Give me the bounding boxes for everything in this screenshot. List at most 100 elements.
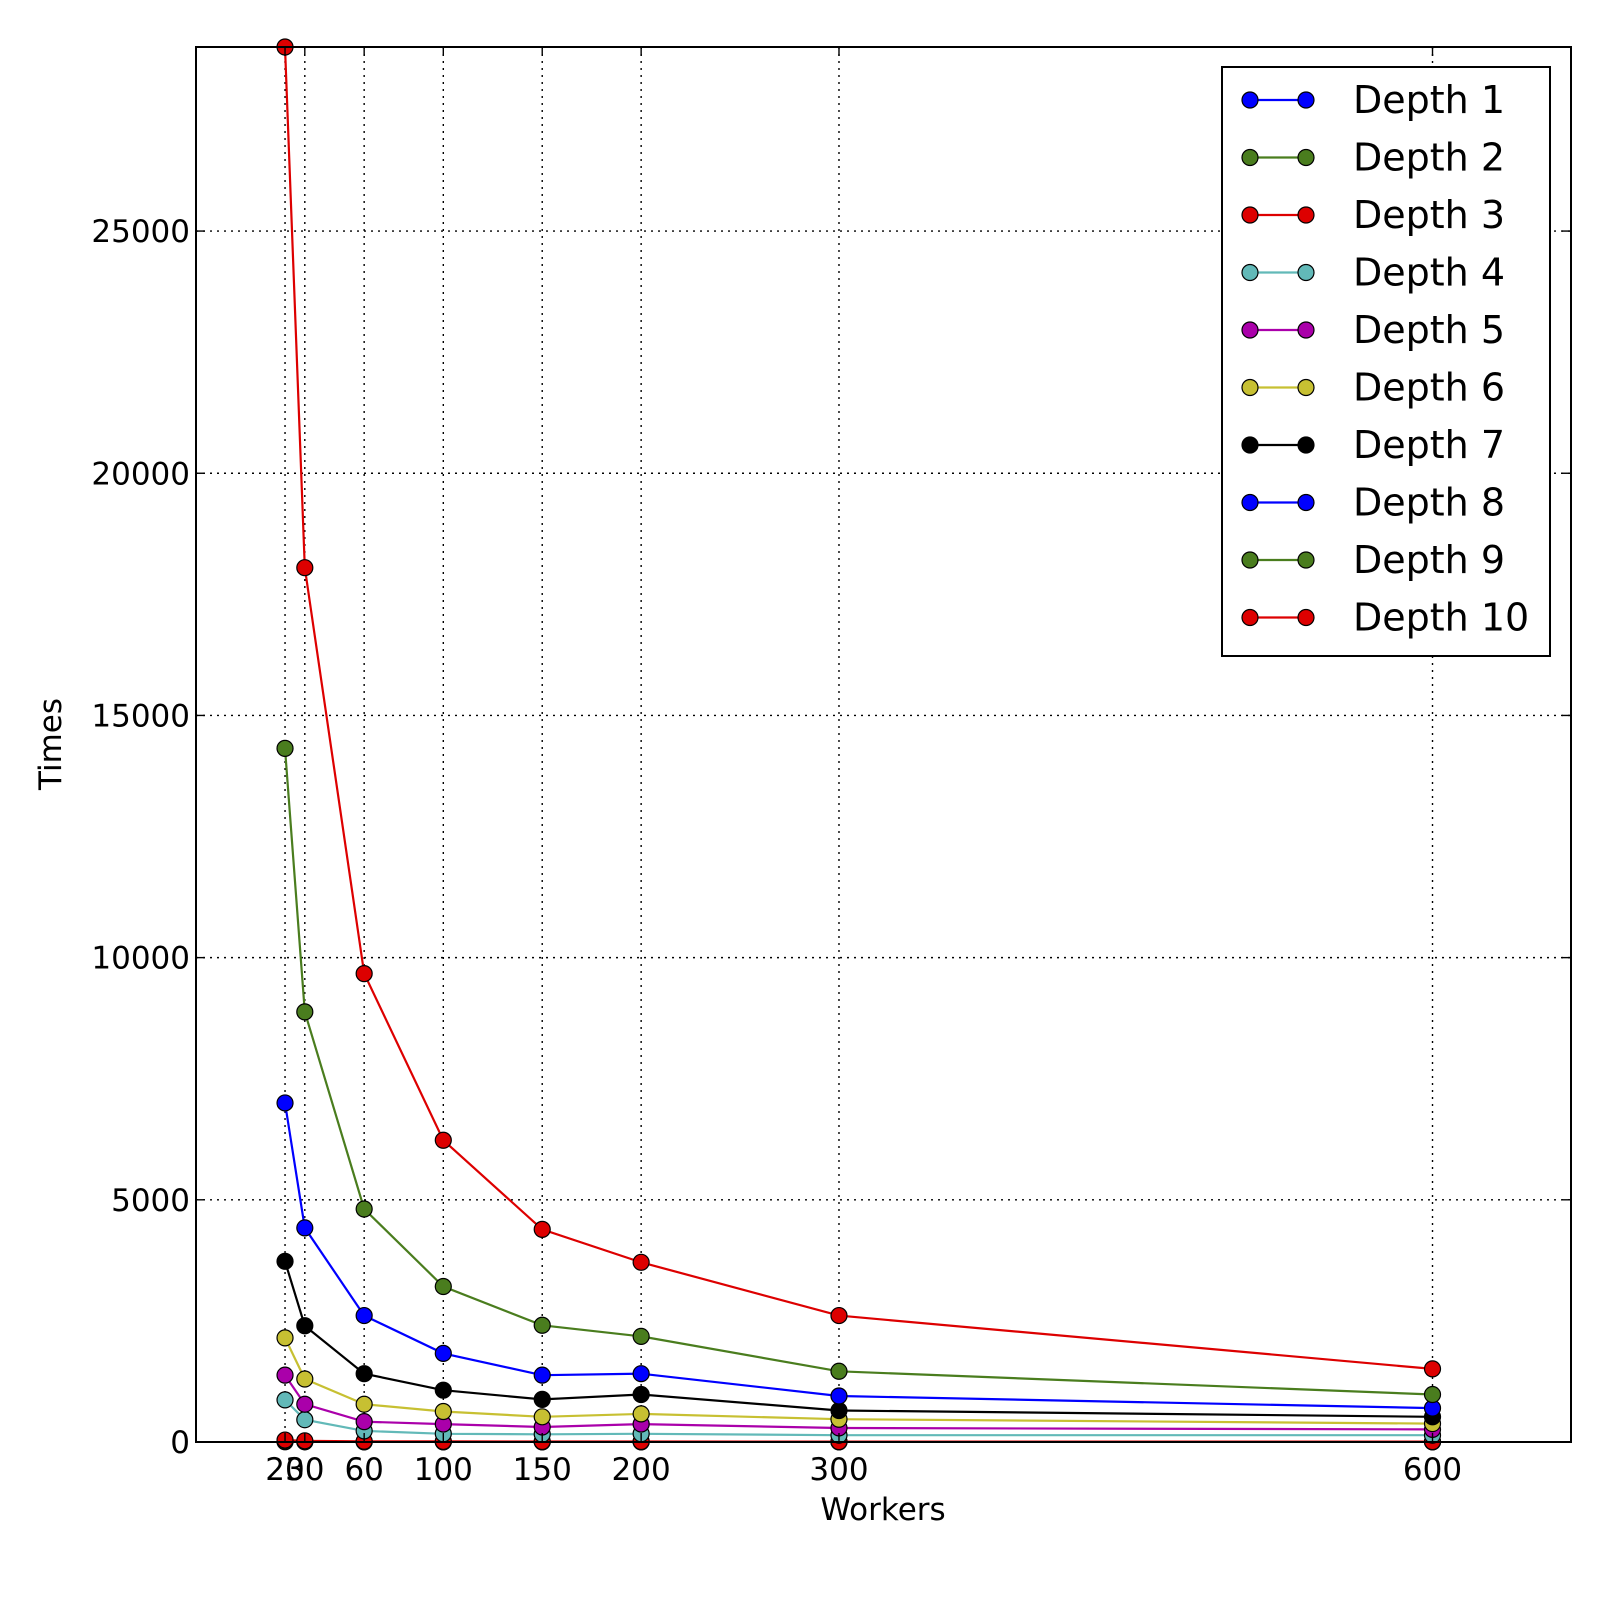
data-point (632, 1405, 650, 1423)
data-point (276, 1391, 294, 1409)
data-point (533, 1316, 551, 1334)
data-point (296, 1395, 314, 1413)
data-point (355, 1365, 373, 1383)
legend-marker (1241, 263, 1259, 282)
data-point (434, 1131, 452, 1149)
data-point (296, 1003, 314, 1021)
data-point (1423, 1360, 1442, 1378)
legend-marker (1297, 608, 1315, 627)
series-4 (276, 1391, 1442, 1444)
legend-item: Depth 7 (1241, 423, 1505, 467)
legend-item: Depth 2 (1241, 136, 1505, 180)
legend-label: Depth 4 (1353, 251, 1505, 295)
x-tick-label: 600 (1403, 1452, 1462, 1488)
data-point (830, 1362, 848, 1380)
legend-item: Depth 3 (1241, 193, 1505, 237)
legend-item: Depth 10 (1241, 596, 1529, 640)
data-point (355, 1413, 373, 1431)
legend-marker (1297, 436, 1315, 454)
data-point (276, 1252, 294, 1270)
legend-marker (1297, 263, 1315, 282)
data-point (296, 1317, 314, 1335)
series-line (284, 1374, 1433, 1431)
y-tick-label: 25000 (91, 214, 190, 250)
legend-marker (1297, 91, 1315, 109)
x-tick-label: 300 (809, 1452, 868, 1488)
x-tick-label: 20 (265, 1452, 304, 1488)
x-tick-label: 100 (414, 1452, 473, 1488)
data-point (355, 1200, 373, 1218)
series-6 (276, 1329, 1442, 1433)
legend-marker (1241, 206, 1259, 224)
data-point (355, 1306, 373, 1325)
legend-item: Depth 1 (1241, 78, 1505, 122)
legend-marker (1241, 551, 1259, 569)
legend-marker (1241, 148, 1259, 167)
x-tick-label: 60 (344, 1452, 383, 1488)
data-point (434, 1344, 452, 1362)
legend-label: Depth 1 (1353, 78, 1505, 122)
data-point (533, 1220, 551, 1238)
data-point (276, 1329, 294, 1347)
legend-marker (1241, 436, 1259, 454)
data-point (434, 1402, 452, 1421)
legend-marker (1241, 493, 1259, 512)
legend-item: Depth 8 (1241, 481, 1505, 525)
data-point (632, 1327, 650, 1346)
data-point (533, 1390, 551, 1408)
legend-marker (1241, 321, 1259, 339)
data-point (296, 1219, 314, 1237)
data-point (355, 965, 373, 983)
y-tick-label: 15000 (91, 698, 190, 734)
data-point (355, 1395, 373, 1413)
x-tick-label: 30 (285, 1452, 324, 1488)
series-line (283, 1260, 1433, 1418)
legend-marker (1241, 608, 1259, 627)
legend-label: Depth 3 (1353, 193, 1505, 237)
legend-marker (1297, 148, 1315, 167)
series-line (283, 1102, 1433, 1410)
series-line (284, 1399, 1433, 1437)
legend-item: Depth 6 (1241, 366, 1505, 410)
legend-label: Depth 8 (1353, 481, 1505, 525)
data-point (533, 1366, 551, 1384)
y-tick-label: 5000 (111, 1183, 190, 1219)
legend-item: Depth 9 (1241, 538, 1505, 582)
y-tick-label: 10000 (91, 941, 190, 977)
y-tick-label: 20000 (91, 456, 190, 492)
legend-label: Depth 9 (1353, 538, 1505, 582)
data-point (632, 1253, 650, 1271)
data-point (296, 559, 314, 577)
legend-marker (1297, 551, 1315, 569)
legend-marker (1297, 321, 1315, 339)
series-lines (276, 38, 1442, 1451)
grid-lines (196, 47, 1571, 1442)
legend-label: Depth 6 (1353, 366, 1505, 410)
data-point (434, 1277, 452, 1296)
data-point (632, 1385, 650, 1404)
legend-marker (1241, 91, 1259, 109)
legend-label: Depth 7 (1353, 423, 1505, 467)
legend-label: Depth 5 (1353, 308, 1505, 352)
series-line (284, 1337, 1433, 1425)
data-point (296, 1411, 314, 1429)
x-tick-label: 200 (612, 1452, 671, 1488)
plot-frame (195, 46, 1572, 1443)
legend-box (1221, 66, 1551, 657)
legend-marker (1297, 493, 1315, 512)
data-point (830, 1306, 848, 1325)
x-axis-label: Workers (820, 1492, 945, 1528)
data-point (830, 1401, 848, 1420)
legend-marker (1297, 206, 1315, 224)
series-line (283, 748, 1433, 1396)
series-8 (276, 1094, 1442, 1417)
series-7 (276, 1252, 1442, 1426)
data-point (533, 1408, 551, 1426)
legend-item: Depth 4 (1241, 251, 1505, 295)
data-point (1423, 1385, 1442, 1404)
data-point (276, 1366, 294, 1384)
y-tick-label: 0 (170, 1425, 190, 1461)
data-point (434, 1381, 452, 1399)
